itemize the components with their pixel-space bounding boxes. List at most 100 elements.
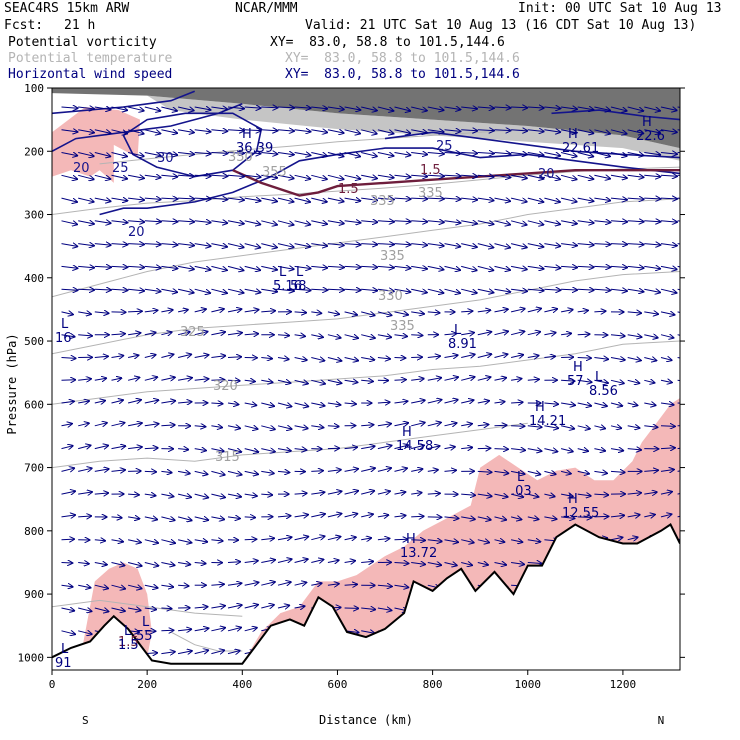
- wind-vector-105: [544, 153, 560, 156]
- extremum-letter-3: L: [279, 265, 287, 280]
- wind-vector-386: [161, 332, 171, 335]
- wind-vector-109: [610, 153, 627, 157]
- wind-vector-431: [277, 358, 289, 360]
- wind-vector-748: [494, 540, 505, 542]
- wind-vector-251: [444, 244, 461, 247]
- wind-vector-325: [411, 289, 427, 292]
- wind-vector-201: [244, 220, 261, 225]
- wind-vector-305: [78, 289, 94, 290]
- wind-vector-453: [644, 358, 656, 361]
- wind-vector-384: [128, 333, 140, 335]
- wind-vector-27: [511, 107, 527, 108]
- wind-label-0: 20: [73, 161, 90, 176]
- wind-vector-252: [461, 244, 477, 248]
- wind-vector-11: [244, 107, 261, 108]
- wind-vector-206: [327, 221, 344, 224]
- wind-vector-507: [277, 403, 291, 407]
- wind-vector-234: [161, 244, 177, 245]
- wind-vector-738: [327, 537, 341, 540]
- wind-vector-444: [494, 354, 508, 357]
- wind-vector-548: [327, 426, 339, 427]
- wind-vector-600: [560, 449, 573, 452]
- wind-vector-452: [627, 358, 641, 361]
- wind-vector-28: [527, 107, 544, 108]
- wind-vector-568: [660, 426, 675, 427]
- wind-vector-551: [377, 424, 391, 426]
- wind-vector-140: [494, 175, 511, 177]
- wind-vector-84: [194, 153, 211, 154]
- wind-vector-416: [660, 335, 673, 338]
- wind-vector-442: [461, 354, 475, 357]
- wind-vector-787: [511, 563, 524, 565]
- wind-vector-770: [227, 562, 240, 563]
- wind-vector-922: [227, 651, 240, 654]
- extremum-value-15: 1.5: [118, 638, 139, 653]
- wind-vector-644: [660, 470, 674, 472]
- wind-vector-725: [111, 540, 124, 542]
- field-wind-name: Horizontal wind speed: [8, 67, 173, 82]
- wind-vector-18: [361, 106, 377, 111]
- wind-vector-657: [244, 494, 257, 496]
- wind-vector-285: [377, 266, 394, 267]
- wind-vector-163: [244, 198, 261, 201]
- wind-vector-845: [211, 606, 225, 608]
- wind-vector-662: [327, 491, 342, 494]
- stratosphere-shade: [52, 88, 680, 149]
- wind-vector-480: [461, 377, 474, 380]
- extremum-value-8: 8.56: [589, 384, 618, 399]
- wind-vector-519: [477, 401, 489, 403]
- wind-vector-237: [211, 244, 227, 247]
- wind-vector-534: [94, 423, 107, 426]
- wind-vector-192: [94, 221, 111, 223]
- wind-vector-197: [178, 221, 194, 222]
- extremum-value-16: 91: [55, 656, 72, 671]
- wind-vector-525: [577, 403, 591, 406]
- wind-vector-173: [411, 198, 427, 199]
- wind-vector-183: [577, 198, 594, 201]
- wind-vector-609: [78, 468, 92, 471]
- wind-vector-67: [544, 130, 560, 132]
- wind-vector-698: [294, 515, 308, 517]
- pv-fill-region-0: [52, 107, 140, 183]
- wind-vector-338: [627, 289, 644, 292]
- theta-label-0: 315: [215, 450, 240, 465]
- wind-vector-741: [377, 539, 390, 540]
- wind-vector-682: [660, 492, 672, 494]
- wind-vector-91: [311, 153, 327, 157]
- wind-vector-562: [560, 426, 574, 429]
- wind-vector-330: [494, 289, 511, 292]
- wind-vector-284: [361, 266, 377, 267]
- wind-vector-744: [427, 540, 442, 542]
- wind-vector-781: [411, 563, 425, 565]
- wind-vector-200: [227, 221, 244, 224]
- wind-vector-271: [144, 266, 161, 268]
- wind-vector-266: [61, 266, 78, 268]
- wind-vector-628: [394, 468, 407, 471]
- wind-vector-647: [78, 492, 92, 494]
- wind-vector-654: [194, 494, 209, 498]
- wind-vector-846: [227, 605, 242, 608]
- wind-vector-683: [677, 492, 680, 495]
- wind-vector-492: [660, 380, 672, 382]
- wind-vector-499: [144, 400, 159, 403]
- wind-vector-920: [194, 650, 209, 653]
- wind-vector-182: [560, 197, 577, 202]
- wind-vector-132: [361, 175, 377, 178]
- wind-vector-615: [178, 471, 190, 473]
- wind-vector-625: [344, 469, 359, 472]
- wind-vector-52: [294, 130, 311, 132]
- y-tick-label-200: 200: [24, 145, 44, 158]
- wind-vector-212: [427, 221, 444, 223]
- extremum-value-13: 13.72: [400, 546, 437, 561]
- wind-vector-87: [244, 153, 261, 154]
- wind-vector-427: [211, 356, 225, 358]
- wind-vector-673: [510, 494, 523, 497]
- wind-vector-558: [494, 425, 507, 426]
- wind-vector-677: [577, 494, 591, 496]
- wind-vector-56: [361, 129, 377, 134]
- wind-vector-332: [527, 289, 544, 290]
- wind-vector-77: [78, 152, 94, 157]
- extremum-letter-16: L: [61, 642, 69, 657]
- wind-vector-720: [660, 514, 671, 517]
- wind-vector-496: [94, 401, 105, 403]
